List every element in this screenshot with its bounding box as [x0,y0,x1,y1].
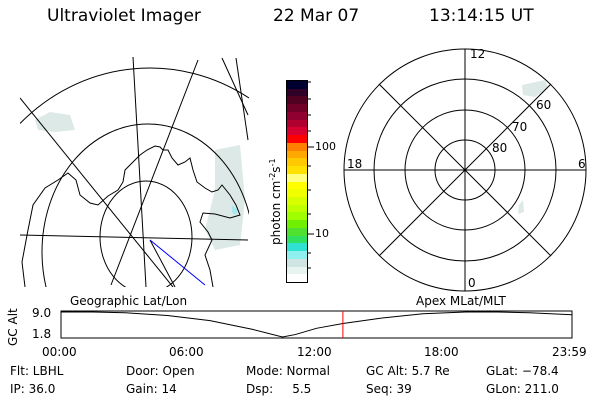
colorbar-band [287,212,307,221]
glat-info: GLat: −78.4 [486,364,559,378]
altitude-curve [61,311,573,338]
colorbar-band [287,173,307,182]
dsp-info: Dsp: 5.5 [246,382,312,396]
colorbar-band [287,181,307,190]
colorbar-tick-100: 100 [315,140,336,153]
meridian-line [221,57,249,116]
mlt-label-6: 6 [578,157,586,171]
colorbar-band [287,119,307,128]
mlt-label-0: 0 [468,276,476,290]
ytick-top: 9.0 [32,306,52,320]
colorbar-band [287,227,307,236]
xtick-0600: 06:00 [169,345,204,359]
colorbar-band [287,204,307,213]
meridian-line [20,97,174,287]
aurora-patch [518,200,524,214]
xtick-2359: 23:59 [552,345,587,359]
time-label: 13:14:15 UT [429,6,534,26]
colorbar-band [287,127,307,136]
meridian-line [132,57,147,287]
aurora-patch [522,80,548,97]
sun-direction-line [149,239,206,286]
colorbar-band [287,111,307,120]
colorbar [286,80,308,283]
colorbar-band [287,135,307,143]
colorbar-band [287,88,307,97]
lat-label-70: 70 [512,120,528,134]
colorbar-band [287,243,307,252]
colorbar-band [287,258,307,267]
filter-info: Flt: LBHL [10,364,64,378]
colorbar-band [287,96,307,105]
ip-info: IP: 36.0 [10,382,56,396]
aurora-patch [205,145,245,250]
colorbar-band [287,266,307,275]
colorbar-band [287,274,307,283]
xtick-1200: 12:00 [297,345,332,359]
xtick-1800: 18:00 [424,345,459,359]
colorbar-band [287,189,307,198]
timeline-frame [60,310,573,339]
colorbar-band [287,197,307,205]
gc-alt-info: GC Alt: 5.7 Re [366,364,450,378]
lat-label-80: 80 [492,141,508,155]
mlt-label-12: 12 [470,47,486,61]
aurora-patch [35,112,75,132]
coastline [21,145,241,287]
latitude-circle [20,67,249,124]
meridian-line [149,239,176,287]
colorbar-band [287,251,307,259]
colorbar-band [287,235,307,244]
latitude-circle [41,123,249,287]
seq-info: Seq: 39 [366,382,412,396]
meridian-line [235,57,249,141]
colorbar-band [287,220,307,228]
gain-info: Gain: 14 [126,382,177,396]
meridian-line [110,59,199,286]
colorbar-tick-10: 10 [315,227,329,240]
colorbar-band [287,166,307,174]
date-label: 22 Mar 07 [273,6,360,26]
colorbar-band [287,142,307,151]
glon-info: GLon: 211.0 [486,382,559,396]
meridian-line [20,234,249,241]
door-info: Door: Open [126,364,195,378]
mode-info: Mode: Normal [246,364,330,378]
lat-label-60: 60 [536,98,552,112]
xtick-0000: 00:00 [42,345,77,359]
ytick-bottom: 1.8 [32,327,52,341]
colorbar-band [287,81,307,89]
colorbar-band [287,150,307,159]
mlt-label-18: 18 [347,157,363,171]
aurora-patch [232,205,238,215]
apex-title: Apex MLat/MLT [416,294,506,308]
colorbar-band [287,104,307,112]
instrument-title: Ultraviolet Imager [47,6,201,26]
colorbar-band [287,158,307,167]
geographic-title: Geographic Lat/Lon [70,294,188,308]
